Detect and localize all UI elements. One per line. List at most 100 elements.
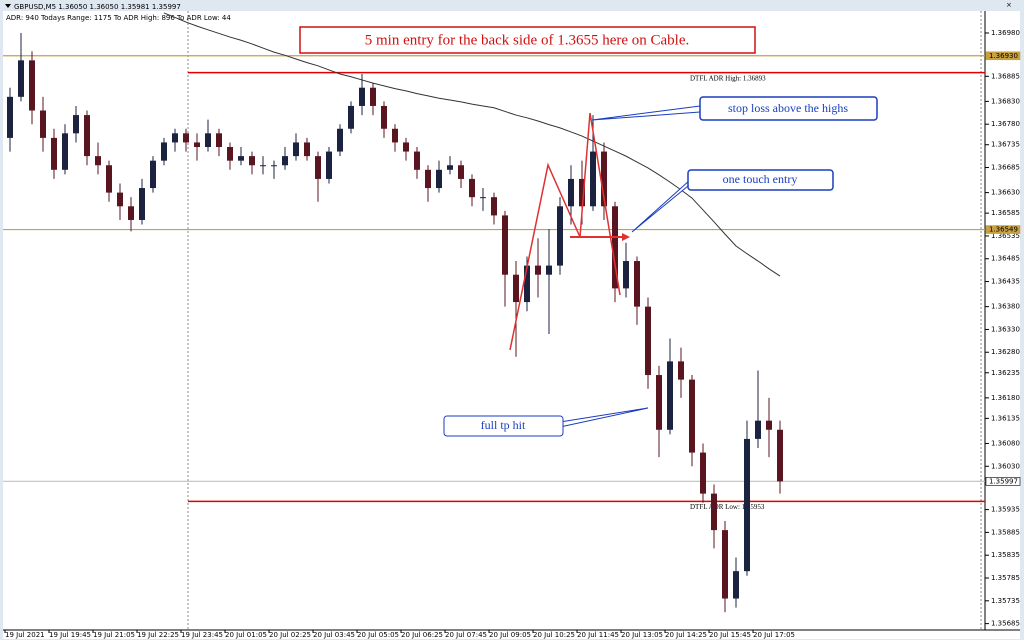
entry-arrow-head bbox=[622, 233, 630, 241]
candle-body bbox=[205, 133, 211, 148]
y-tick-label: 1.36135 bbox=[991, 414, 1020, 422]
y-tick-label: 1.36735 bbox=[991, 141, 1020, 149]
x-tick-label: 20 Jul 17:05 bbox=[753, 631, 795, 639]
candle-body bbox=[425, 169, 431, 189]
y-tick-label: 1.36030 bbox=[991, 462, 1020, 470]
callout-stop bbox=[591, 105, 701, 121]
y-tick-label: 1.36380 bbox=[991, 303, 1020, 311]
y-tick-label: 1.36080 bbox=[991, 439, 1020, 447]
candle-body bbox=[106, 165, 112, 193]
x-tick-label: 19 Jul 23:45 bbox=[181, 631, 223, 639]
candle-body bbox=[293, 142, 299, 157]
adr-label: DTFL ADR High: 1.36893 bbox=[690, 74, 766, 82]
candle-body bbox=[326, 151, 332, 179]
annotation: stop loss above the highs bbox=[728, 101, 848, 115]
price-level-label: 1.35997 bbox=[989, 477, 1018, 485]
menu-arrow[interactable] bbox=[5, 4, 11, 8]
x-tick-label: 20 Jul 09:05 bbox=[489, 631, 531, 639]
close-button[interactable]: × bbox=[1006, 1, 1012, 9]
x-tick-label: 20 Jul 14:25 bbox=[665, 631, 707, 639]
x-tick-label: 20 Jul 01:05 bbox=[225, 631, 267, 639]
candle-body bbox=[744, 438, 750, 572]
candle-body bbox=[271, 165, 277, 167]
candle-body bbox=[535, 265, 541, 275]
x-tick-label: 20 Jul 03:45 bbox=[313, 631, 355, 639]
candle-body bbox=[238, 156, 244, 161]
candle-body bbox=[480, 197, 486, 199]
candle-body bbox=[150, 160, 156, 189]
candle-body bbox=[29, 60, 35, 111]
y-tick-label: 1.36180 bbox=[991, 394, 1020, 402]
candle-body bbox=[216, 133, 222, 148]
y-tick-label: 1.35935 bbox=[991, 506, 1020, 514]
title-box bbox=[299, 26, 756, 54]
candle-body bbox=[128, 206, 134, 220]
candle-body bbox=[392, 128, 398, 143]
x-tick-label: 20 Jul 15:45 bbox=[709, 631, 751, 639]
candle-body bbox=[447, 165, 453, 170]
y-tick-label: 1.36830 bbox=[991, 97, 1020, 105]
y-tick-label: 1.36685 bbox=[991, 164, 1020, 172]
price-level-box bbox=[985, 477, 1021, 486]
y-tick-label: 1.35735 bbox=[991, 597, 1020, 605]
candle-body bbox=[62, 133, 68, 170]
x-tick-label: 19 Jul 21:05 bbox=[93, 631, 135, 639]
candle-body bbox=[491, 197, 497, 216]
candle-body bbox=[722, 530, 728, 599]
y-tick-label: 1.36535 bbox=[991, 232, 1020, 240]
y-tick-label: 1.35685 bbox=[991, 620, 1020, 628]
candle-body bbox=[84, 115, 90, 157]
candle-body bbox=[381, 105, 387, 129]
candle-body bbox=[557, 206, 563, 266]
candle-body bbox=[678, 361, 684, 380]
candle-body bbox=[667, 361, 673, 430]
candle-body bbox=[634, 261, 640, 307]
x-tick-label: 20 Jul 02:25 bbox=[269, 631, 311, 639]
x-tick-label: 19 Jul 19:45 bbox=[49, 631, 91, 639]
candle-body bbox=[755, 420, 761, 439]
callout-entry bbox=[631, 179, 691, 233]
y-tick-label: 1.36280 bbox=[991, 348, 1020, 356]
candle-body bbox=[51, 137, 57, 170]
candle-body bbox=[117, 192, 123, 207]
candle-body bbox=[95, 156, 101, 166]
candle-body bbox=[645, 306, 651, 376]
x-tick-label: 20 Jul 13:05 bbox=[621, 631, 663, 639]
annotation: full tp hit bbox=[481, 418, 526, 432]
price-level-label: 1.36549 bbox=[989, 226, 1018, 234]
candle-body bbox=[524, 265, 530, 303]
candle-body bbox=[249, 156, 255, 166]
candle-body bbox=[458, 165, 464, 179]
y-tick-label: 1.35835 bbox=[991, 551, 1020, 559]
y-tick-label: 1.36485 bbox=[991, 255, 1020, 263]
y-tick-label: 1.35885 bbox=[991, 528, 1020, 536]
header-symbol: GBPUSD,M5 1.36050 1.36050 1.35981 1.3599… bbox=[14, 3, 181, 11]
candle-body bbox=[766, 420, 772, 430]
candle-body bbox=[656, 375, 662, 430]
y-tick-label: 1.36585 bbox=[991, 209, 1020, 217]
moving-average bbox=[163, 12, 781, 277]
candle-body bbox=[18, 60, 24, 97]
candle-body bbox=[359, 87, 365, 106]
candle-body bbox=[700, 452, 706, 494]
candle-body bbox=[315, 156, 321, 179]
candle-body bbox=[689, 379, 695, 453]
candle-body bbox=[546, 265, 552, 275]
candle-body bbox=[139, 188, 145, 220]
candle-body bbox=[568, 178, 574, 207]
y-tick-label: 1.36630 bbox=[991, 189, 1020, 197]
candle-body bbox=[40, 110, 46, 138]
annotation: one touch entry bbox=[723, 172, 798, 186]
candle-body bbox=[403, 142, 409, 152]
candle-body bbox=[260, 165, 266, 167]
candle-body bbox=[414, 151, 420, 170]
candle-body bbox=[590, 151, 596, 207]
y-tick-label: 1.36235 bbox=[991, 369, 1020, 377]
annotation-box bbox=[687, 169, 834, 191]
candle-body bbox=[601, 151, 607, 207]
y-tick-label: 1.36780 bbox=[991, 120, 1020, 128]
candle-body bbox=[436, 169, 442, 189]
candle-body bbox=[623, 261, 629, 289]
price-level-box bbox=[985, 225, 1021, 234]
x-tick-label: 20 Jul 07:45 bbox=[445, 631, 487, 639]
